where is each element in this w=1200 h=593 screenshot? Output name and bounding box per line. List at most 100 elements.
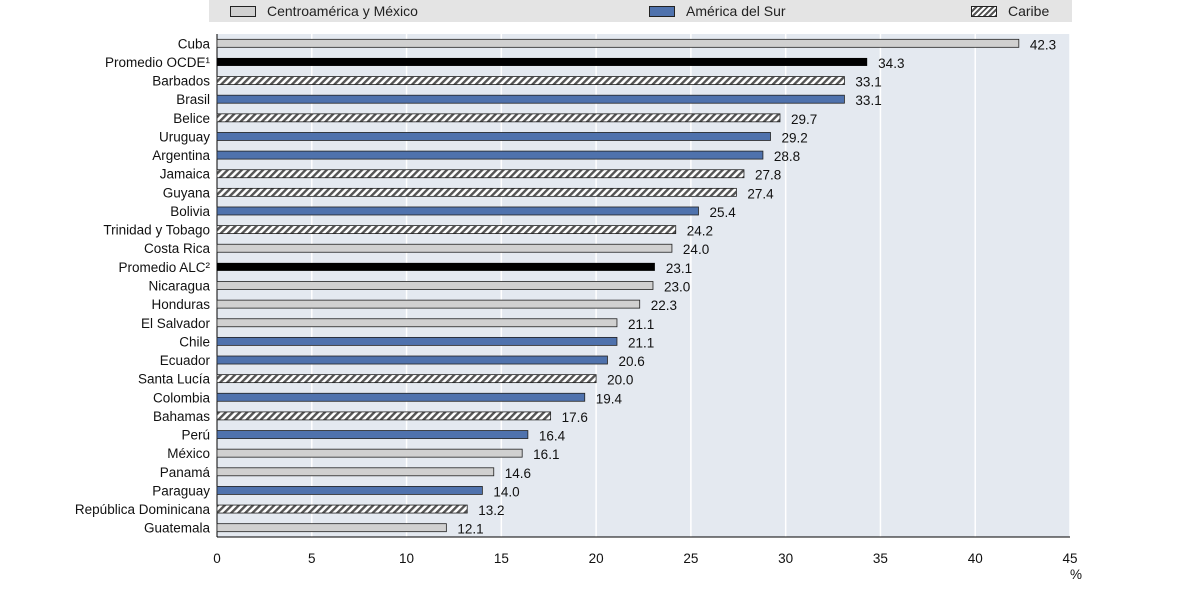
category-label: Guyana <box>163 185 211 200</box>
bar-10 <box>216 225 677 235</box>
value-label: 16.1 <box>533 447 559 462</box>
value-label: 12.1 <box>457 522 483 537</box>
legend: Centroamérica y México América del Sur C… <box>209 0 1072 22</box>
bar-5 <box>216 132 771 141</box>
category-label: Trinidad y Tobago <box>103 223 210 238</box>
category-label: Chile <box>179 334 210 349</box>
value-label: 29.7 <box>791 112 817 127</box>
value-label: 21.1 <box>628 317 654 332</box>
value-label: 21.1 <box>628 335 654 350</box>
category-label: Nicaragua <box>148 279 210 294</box>
category-label: Belice <box>173 111 210 126</box>
bar-25 <box>216 504 468 514</box>
value-label: 23.0 <box>664 280 690 295</box>
category-label: Santa Lucía <box>138 372 211 387</box>
hatched-swatch-icon <box>971 5 997 17</box>
bar-3 <box>216 94 845 104</box>
bar-13 <box>216 281 654 290</box>
value-label: 33.1 <box>855 75 881 90</box>
bar-23 <box>216 467 495 477</box>
category-label: Panamá <box>160 465 211 480</box>
x-tick-label: 0 <box>213 551 221 566</box>
value-label: 34.3 <box>878 56 904 71</box>
bar-20 <box>216 411 552 421</box>
category-label: Brasil <box>176 92 210 107</box>
bar-6 <box>216 150 764 160</box>
x-tick-label: 20 <box>589 551 604 566</box>
bar-9 <box>216 206 699 216</box>
bar-0 <box>216 38 1020 48</box>
x-tick-label: 30 <box>778 551 793 566</box>
bar-8 <box>216 187 737 197</box>
value-label: 25.4 <box>709 205 736 220</box>
value-label: 24.0 <box>683 242 709 257</box>
x-tick-label: 45 <box>1062 551 1077 566</box>
value-label: 24.2 <box>687 224 713 239</box>
value-label: 42.3 <box>1030 37 1056 52</box>
bar-16 <box>216 336 618 346</box>
value-label: 23.1 <box>666 261 692 276</box>
bar-21 <box>216 430 529 439</box>
category-label: Honduras <box>151 297 210 312</box>
x-tick-label: 40 <box>968 551 983 566</box>
value-label: 14.0 <box>493 484 519 499</box>
category-label: Costa Rica <box>144 241 211 256</box>
value-label: 28.8 <box>774 149 800 164</box>
category-label: Guatemala <box>144 521 211 536</box>
category-label: Bahamas <box>153 409 210 424</box>
bar-18 <box>216 374 597 384</box>
bar-1 <box>217 57 868 66</box>
bar-15 <box>216 318 618 328</box>
category-label: Argentina <box>152 148 210 163</box>
x-tick-label: 5 <box>308 551 316 566</box>
value-label: 16.4 <box>539 429 566 444</box>
bar-4 <box>216 113 781 123</box>
value-label: 13.2 <box>478 503 504 518</box>
bar-22 <box>216 448 523 458</box>
x-tick-label: 10 <box>399 551 414 566</box>
legend-label-america-del-sur: América del Sur <box>686 3 786 19</box>
value-label: 20.6 <box>618 354 644 369</box>
x-axis-unit: % <box>1070 567 1082 582</box>
category-label: Paraguay <box>152 483 210 498</box>
value-label: 33.1 <box>855 93 881 108</box>
category-label: Cuba <box>178 36 211 51</box>
category-label: Bolivia <box>170 204 210 219</box>
category-label: México <box>167 446 210 461</box>
category-label: Uruguay <box>159 129 210 144</box>
category-label: El Salvador <box>141 316 211 331</box>
blue-swatch-icon <box>649 5 675 17</box>
bar-14 <box>216 299 641 309</box>
value-label: 19.4 <box>596 391 623 406</box>
category-label: Colombia <box>153 390 211 405</box>
legend-item-caribe: Caribe <box>971 3 1049 19</box>
bar-26 <box>216 523 447 533</box>
bar-17 <box>216 355 608 365</box>
legend-label-centroamerica: Centroamérica y México <box>267 3 418 19</box>
x-tick-label: 35 <box>873 551 888 566</box>
category-label: Barbados <box>152 74 210 89</box>
bar-2 <box>216 76 845 85</box>
legend-label-caribe: Caribe <box>1008 3 1050 19</box>
bar-11 <box>216 243 673 253</box>
category-label: Jamaica <box>160 167 211 182</box>
category-label: Perú <box>181 428 210 443</box>
category-label: República Dominicana <box>75 502 211 517</box>
value-label: 29.2 <box>782 130 808 145</box>
x-tick-label: 15 <box>494 551 509 566</box>
value-label: 20.0 <box>607 373 633 388</box>
legend-item-centroamerica: Centroamérica y México <box>230 3 418 19</box>
gray-swatch-icon <box>230 5 256 17</box>
value-label: 27.4 <box>747 186 774 201</box>
value-label: 14.6 <box>505 466 531 481</box>
value-label: 27.8 <box>755 168 781 183</box>
bar-12 <box>217 262 655 271</box>
x-tick-label: 25 <box>683 551 698 566</box>
legend-item-america-del-sur: América del Sur <box>649 3 786 19</box>
bar-24 <box>216 486 483 495</box>
category-label: Promedio OCDE¹ <box>105 55 211 70</box>
category-label: Promedio ALC² <box>118 260 210 275</box>
category-label: Ecuador <box>160 353 211 368</box>
value-label: 17.6 <box>562 410 588 425</box>
